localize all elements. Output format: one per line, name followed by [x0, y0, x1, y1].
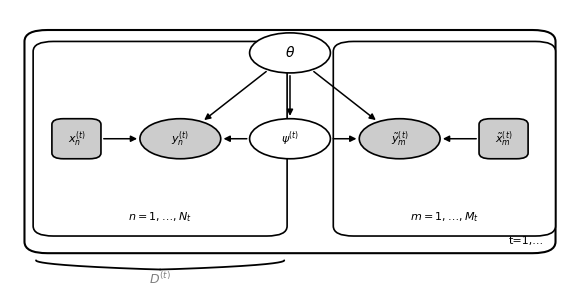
Text: $n = 1, \ldots, N_t$: $n = 1, \ldots, N_t$	[128, 211, 192, 224]
Circle shape	[359, 119, 440, 159]
Text: $D^{(t)}$: $D^{(t)}$	[149, 271, 171, 287]
FancyBboxPatch shape	[479, 119, 528, 159]
Text: $\psi^{(t)}$: $\psi^{(t)}$	[281, 129, 299, 148]
Circle shape	[140, 119, 221, 159]
FancyBboxPatch shape	[52, 119, 101, 159]
Text: $m = 1, \ldots, M_t$: $m = 1, \ldots, M_t$	[410, 211, 479, 224]
Text: $x_n^{(t)}$: $x_n^{(t)}$	[67, 129, 85, 149]
FancyBboxPatch shape	[24, 30, 556, 253]
Text: $\theta$: $\theta$	[285, 45, 295, 60]
Text: t=1,...: t=1,...	[509, 236, 544, 246]
Circle shape	[249, 119, 331, 159]
Circle shape	[249, 33, 331, 73]
Text: $\tilde{x}_m^{(t)}$: $\tilde{x}_m^{(t)}$	[495, 129, 512, 149]
Text: $\tilde{y}_m^{(t)}$: $\tilde{y}_m^{(t)}$	[391, 129, 408, 149]
FancyBboxPatch shape	[33, 41, 287, 236]
FancyBboxPatch shape	[334, 41, 556, 236]
Text: $y_n^{(t)}$: $y_n^{(t)}$	[172, 129, 189, 149]
